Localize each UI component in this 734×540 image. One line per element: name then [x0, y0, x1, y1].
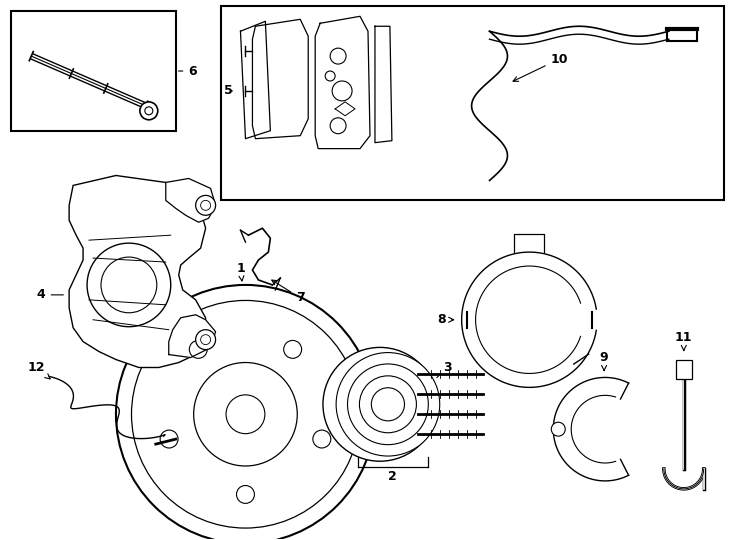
- Circle shape: [360, 376, 416, 433]
- Text: 3: 3: [437, 361, 452, 377]
- Circle shape: [200, 200, 211, 210]
- Circle shape: [325, 71, 335, 81]
- Polygon shape: [252, 19, 308, 139]
- Circle shape: [145, 107, 153, 115]
- Circle shape: [189, 340, 207, 359]
- Text: 2: 2: [388, 470, 396, 483]
- Circle shape: [194, 362, 297, 466]
- Circle shape: [323, 347, 437, 461]
- Circle shape: [330, 118, 346, 134]
- Text: 4: 4: [37, 288, 63, 301]
- Circle shape: [332, 81, 352, 101]
- Polygon shape: [169, 315, 216, 357]
- Circle shape: [196, 195, 216, 215]
- Circle shape: [330, 48, 346, 64]
- Circle shape: [87, 243, 171, 327]
- Circle shape: [140, 102, 158, 120]
- Bar: [11, 11, 175, 131]
- Circle shape: [236, 485, 255, 503]
- Circle shape: [347, 364, 429, 444]
- Circle shape: [116, 285, 375, 540]
- Bar: [676, 360, 691, 380]
- Polygon shape: [166, 179, 216, 222]
- Text: 5: 5: [224, 84, 233, 97]
- Circle shape: [336, 353, 440, 456]
- Text: 12: 12: [27, 361, 50, 379]
- Text: 8: 8: [437, 313, 454, 326]
- Circle shape: [160, 430, 178, 448]
- Text: 1: 1: [236, 261, 245, 281]
- Circle shape: [371, 388, 404, 421]
- Circle shape: [551, 422, 565, 436]
- Circle shape: [200, 335, 211, 345]
- Polygon shape: [375, 26, 392, 143]
- Circle shape: [226, 395, 265, 434]
- Text: 7: 7: [272, 280, 305, 305]
- Polygon shape: [315, 16, 370, 148]
- Text: 9: 9: [600, 351, 608, 370]
- Circle shape: [196, 330, 216, 349]
- Polygon shape: [69, 176, 206, 368]
- Circle shape: [313, 430, 331, 448]
- Polygon shape: [241, 21, 270, 139]
- Circle shape: [284, 340, 302, 359]
- Text: 11: 11: [675, 331, 693, 350]
- Text: 10: 10: [513, 52, 568, 82]
- Text: 6: 6: [178, 64, 197, 78]
- Bar: [220, 6, 724, 200]
- Circle shape: [131, 300, 360, 528]
- Circle shape: [101, 257, 157, 313]
